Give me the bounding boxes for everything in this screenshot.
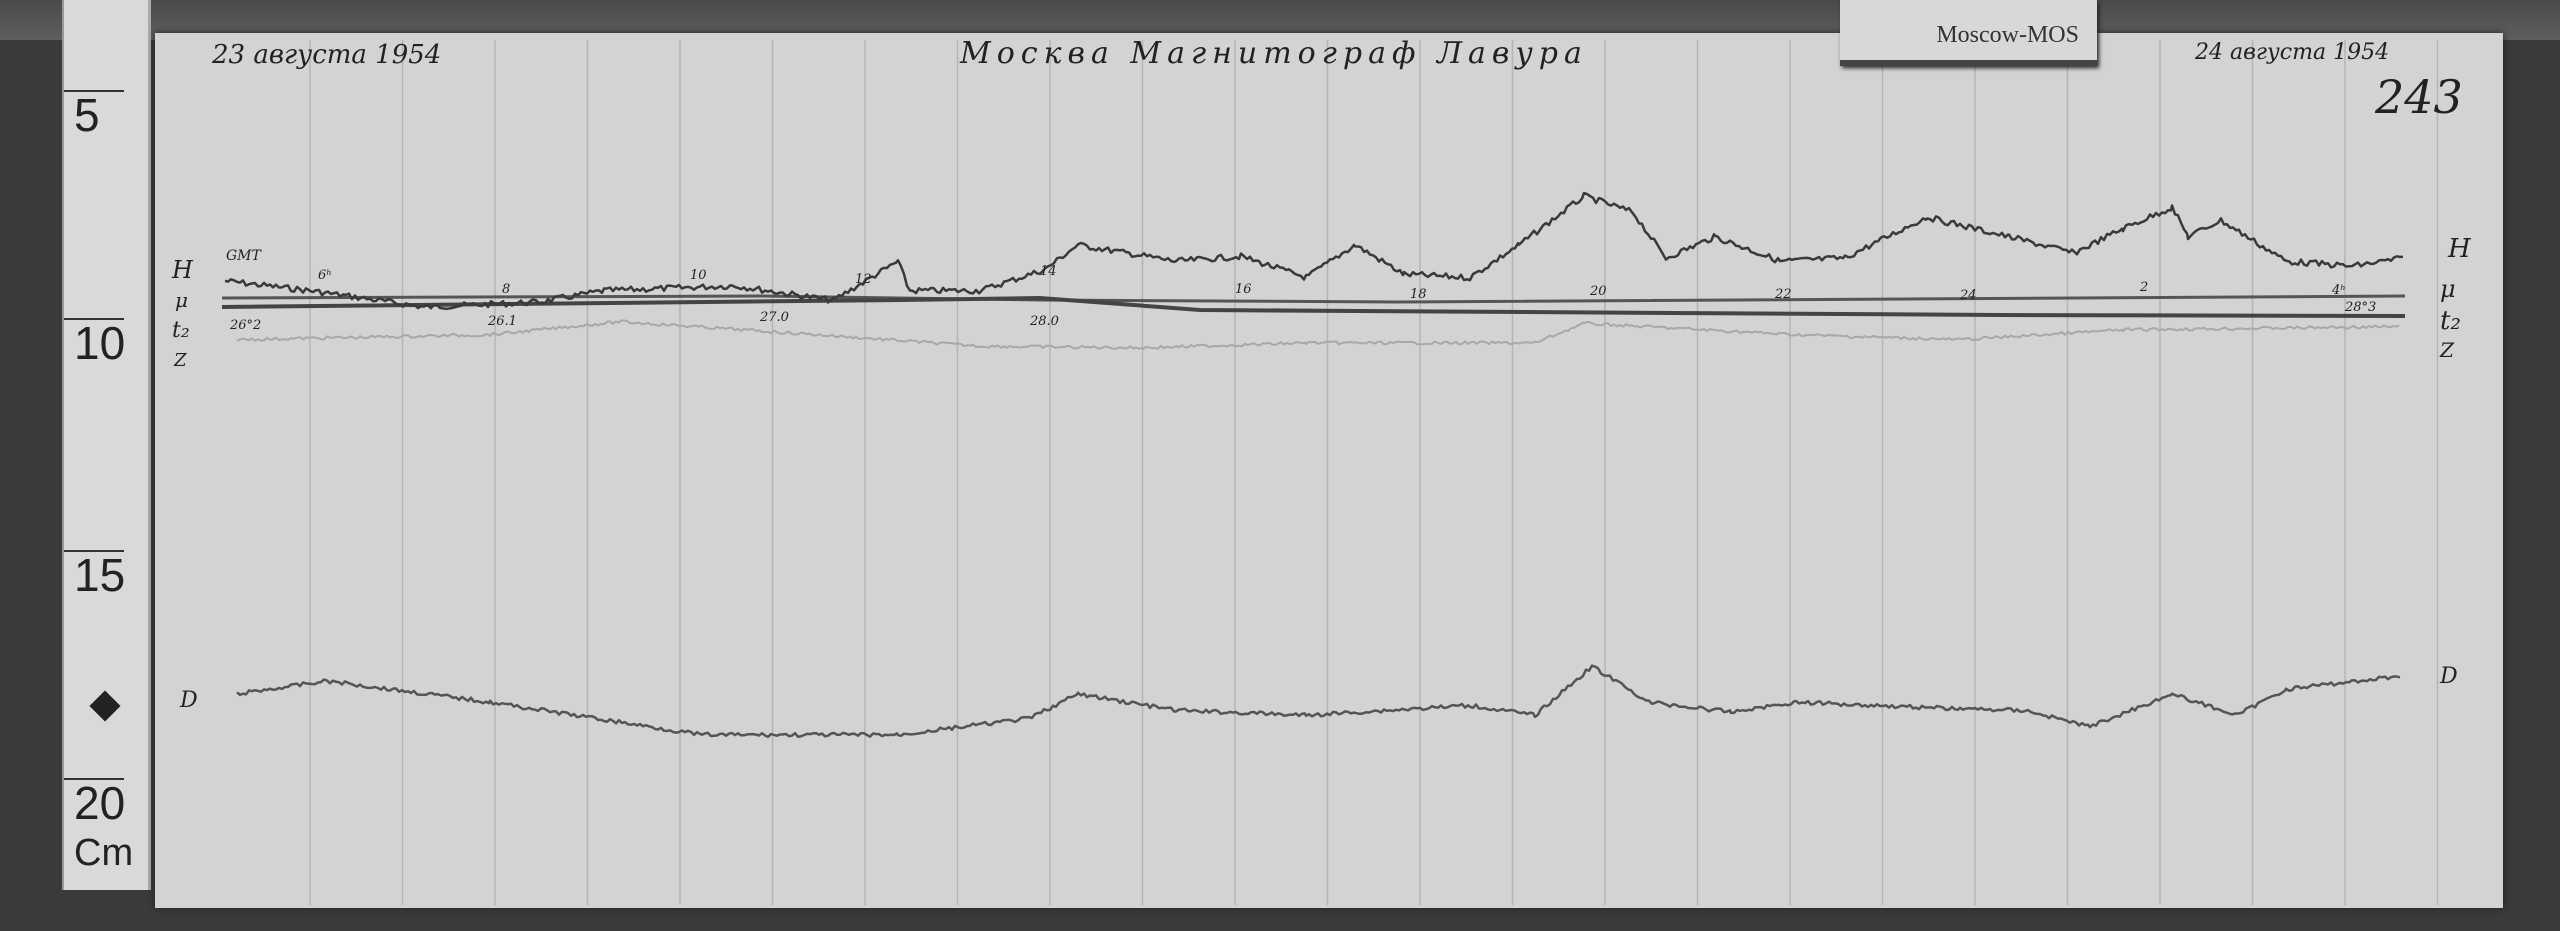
hour-label: 18: [1410, 287, 1427, 302]
hour-label: 6ʰ: [318, 268, 332, 283]
ruler-mark: 10: [74, 317, 126, 369]
time-reference: GMT: [226, 248, 261, 264]
channel-Z-left: Z: [174, 350, 187, 371]
trace-D: [236, 664, 2401, 739]
station-name: Moscow-MOS: [1936, 22, 2079, 48]
sheet-number: 243: [2375, 70, 2463, 124]
station-label: Moscow-MOS: [1840, 0, 2097, 66]
channel-mu-left: μ: [175, 288, 188, 312]
channel-Z-right: Z: [2440, 338, 2454, 362]
channel-H-right: H: [2448, 234, 2471, 264]
hour-label: 14: [1040, 264, 1057, 279]
ruler-mark: 15: [74, 549, 126, 601]
temperature-label: 28.0: [1030, 314, 1059, 329]
channel-mu-right: μ: [2440, 275, 2456, 303]
ruler-mark: 5: [74, 89, 100, 141]
hour-label: 4ʰ: [2332, 283, 2346, 298]
hour-label: 22: [1775, 287, 1792, 302]
ruler-tick: [64, 318, 124, 320]
channel-t-right: t₂: [2440, 306, 2461, 336]
temperature-label: 26°2: [230, 318, 262, 333]
hour-label: 12: [855, 272, 872, 287]
hour-label: 10: [690, 268, 707, 283]
magnetogram-sheet: [155, 33, 2503, 908]
ruler-unit: Cm: [74, 832, 134, 874]
date-end: 24 августа 1954: [2195, 40, 2390, 65]
trace-Z: [236, 319, 2400, 350]
date-start: 23 августа 1954: [212, 40, 442, 70]
sheet-title: Москва Магнитограф Лавура: [960, 36, 1588, 71]
baseline-temperature: [221, 295, 2406, 318]
temperature-label: 28°3: [2345, 300, 2377, 315]
ruler-tick: [64, 778, 124, 780]
scale-ruler: 5 10 15 20 Cm: [62, 0, 151, 890]
temperature-label: 26.1: [488, 314, 517, 329]
channel-D-left: D: [180, 688, 198, 713]
hour-label: 8: [502, 282, 511, 297]
ruler-mark: 20: [74, 777, 126, 829]
hour-label: 2: [2140, 280, 2149, 295]
temperature-label: 27.0: [760, 310, 789, 325]
channel-H-left: H: [172, 256, 193, 284]
channel-D-right: D: [2440, 664, 2458, 689]
trace-H: [224, 191, 2404, 311]
hour-label: 24: [1960, 288, 1977, 303]
channel-t-left: t₂: [172, 318, 190, 343]
hour-label: 16: [1235, 282, 1252, 297]
ruler-tick: [64, 90, 124, 92]
ruler-tick: [64, 550, 124, 552]
hour-label: 20: [1590, 284, 1607, 299]
